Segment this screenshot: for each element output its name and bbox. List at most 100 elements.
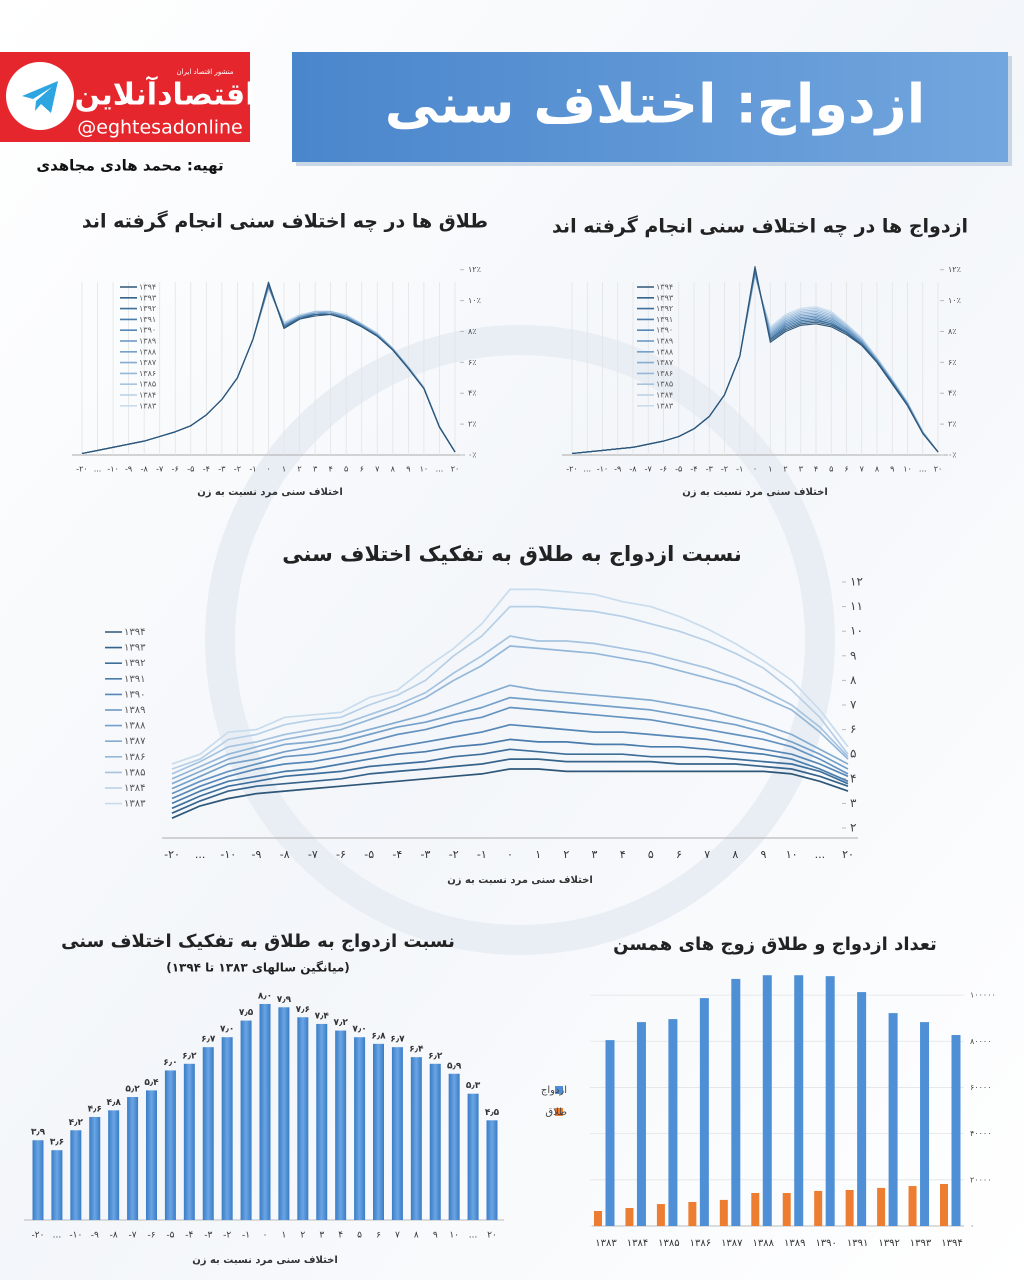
bar: [699, 998, 709, 1226]
x-tick-label: ۱: [282, 465, 286, 474]
series-line: [171, 605, 849, 770]
y-tick-label: ۴۰۰۰۰: [970, 1129, 991, 1138]
x-tick-label: -۸: [280, 848, 290, 861]
series-line: [171, 684, 849, 785]
x-tick-label: ۹: [761, 848, 767, 861]
y-tick-label: ۱۱: [850, 599, 863, 613]
legend-label: ۱۳۹۲: [124, 658, 145, 669]
legend-label: ۱۳۹۴: [656, 283, 673, 292]
bar: [688, 1201, 697, 1226]
series-line: [171, 645, 849, 780]
x-tick-label: ۱۳۸۹: [784, 1238, 805, 1249]
x-tick-label: ۸: [875, 465, 880, 474]
y-tick-label: ۸۰۰۰۰: [970, 1037, 991, 1046]
x-tick-label: ۶: [360, 465, 364, 474]
series-line: [171, 768, 849, 819]
x-tick-label: ۳: [592, 848, 598, 861]
x-axis-label: اختلاف سنی مرد نسبت به زن: [192, 1255, 338, 1266]
y-tick-label: ۱۲٪: [948, 265, 961, 274]
bar: [920, 1022, 930, 1226]
x-tick-label: ۹: [433, 1231, 438, 1241]
value-label: ۷٫۲: [333, 1018, 348, 1028]
x-tick-label: ۲: [783, 465, 787, 474]
x-tick-label: ۲: [297, 465, 301, 474]
x-tick-label: -۲۰: [566, 465, 577, 474]
value-label: ۷٫۹: [277, 995, 292, 1005]
series-line: [171, 738, 849, 805]
legend-label: ۱۳۸۷: [656, 358, 674, 367]
y-tick-label: ۲۰۰۰۰: [970, 1175, 991, 1184]
chart-title: ازدواج ها در چه اختلاف سنی انجام گرفته ا…: [552, 215, 968, 238]
x-tick-label: -۱: [736, 465, 743, 474]
x-tick-label: -۴: [690, 465, 697, 474]
bar: [656, 1204, 665, 1226]
x-tick-label: ۷: [375, 465, 380, 474]
value-label: ۴٫۸: [106, 1098, 121, 1108]
x-tick-label: ۰: [507, 848, 513, 861]
bar: [857, 992, 867, 1226]
y-tick-label: ۱۰٪: [948, 296, 961, 305]
value-label: ۵٫۳: [466, 1081, 481, 1091]
bar: [221, 1037, 233, 1220]
x-axis-label: اختلاف سنی مرد نسبت به زن: [447, 875, 593, 886]
x-tick-label: -۸: [629, 465, 637, 474]
x-tick-label: -۶: [336, 848, 346, 861]
x-tick-label: ۱۳۸۵: [658, 1238, 679, 1249]
chart-title: تعداد ازدواج و طلاق زوج های همسن: [613, 934, 937, 955]
series-line: [171, 706, 849, 795]
logo-text: اقتصادآنلاین: [75, 76, 256, 113]
x-tick-label: ۴: [329, 465, 333, 474]
x-tick-label: -۷: [308, 848, 318, 861]
y-tick-label: ۲٪: [468, 420, 477, 429]
x-tick-label: -۵: [364, 848, 374, 861]
bar: [782, 1192, 791, 1226]
value-label: ۷٫۴: [315, 1011, 330, 1021]
value-label: ۴٫۶: [88, 1104, 102, 1114]
y-tick-label: ۳: [850, 796, 857, 810]
x-tick-label: -۲۰: [164, 848, 180, 861]
bar: [373, 1043, 384, 1220]
value-label: ۶٫۲: [428, 1051, 443, 1061]
legend-label: ۱۳۸۹: [124, 705, 145, 716]
x-tick-label: ۱۳۸۸: [753, 1238, 775, 1249]
y-tick-label: ۲: [850, 821, 856, 835]
x-tick-label: -۳: [706, 465, 714, 474]
bar: [794, 975, 804, 1226]
bar: [164, 1070, 176, 1220]
x-tick-label: -۱۰: [220, 848, 236, 861]
legend-swatch: [555, 1086, 563, 1094]
series-line: [171, 758, 849, 814]
value-label: ۶٫۷: [201, 1035, 216, 1045]
bar: [297, 1017, 309, 1220]
x-tick-label: ۱: [281, 1231, 286, 1241]
x-tick-label: -۷: [129, 1231, 137, 1241]
y-tick-label: ۲٪: [948, 420, 957, 429]
y-tick-label: ۶٪: [468, 358, 477, 367]
bar: [594, 1210, 602, 1226]
chart-title: نسبت ازدواج به طلاق به تفکیک اختلاف سنی: [282, 542, 741, 567]
legend-label: ۱۳۹۱: [124, 674, 145, 685]
x-tick-label: ۸: [414, 1231, 419, 1241]
legend-label: ۱۳۸۷: [139, 358, 157, 367]
x-tick-label: -۲: [721, 465, 728, 474]
x-tick-label: ۱۳۸۳: [595, 1238, 617, 1249]
x-tick-label: ۱: [768, 465, 772, 474]
bar: [202, 1047, 214, 1220]
legend-label: ازدواج: [541, 1085, 567, 1096]
x-tick-label: -۴: [185, 1231, 193, 1241]
x-tick-label: ۶: [676, 848, 682, 861]
legend-label: ۱۳۸۵: [124, 767, 145, 778]
y-tick-label: ۸٪: [468, 327, 477, 336]
chart-title: نسبت ازدواج به طلاق به تفکیک اختلاف سنی: [61, 931, 455, 952]
y-tick-label: ۱۲: [850, 575, 863, 589]
bar: [908, 1186, 917, 1226]
bar: [410, 1057, 422, 1220]
series-line: [171, 723, 849, 800]
bar: [316, 1023, 328, 1220]
x-axis-label: اختلاف سنی مرد نسبت به زن: [682, 487, 828, 498]
legend-label: ۱۳۸۷: [124, 736, 146, 747]
x-tick-label: ۲۰: [934, 465, 943, 474]
x-tick-label: -۹: [125, 465, 132, 474]
bar: [888, 1013, 898, 1226]
legend-label: طلاق: [545, 1107, 567, 1118]
